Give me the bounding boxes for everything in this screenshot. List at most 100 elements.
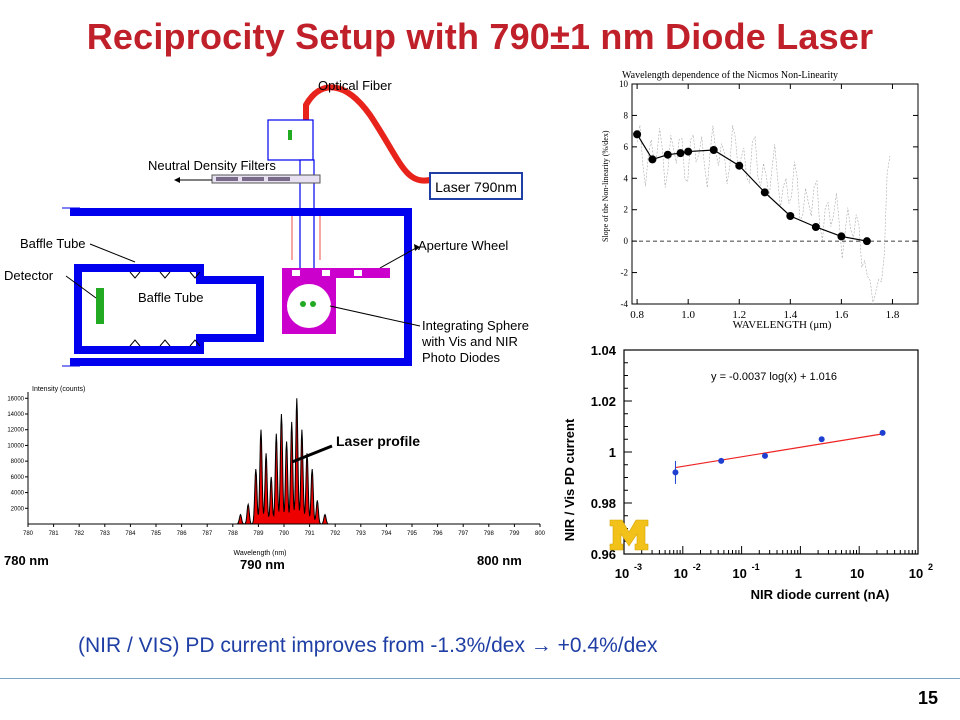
fit-line	[675, 433, 883, 469]
label-780nm: 780 nm	[4, 553, 49, 568]
spectrum-ytick-label: 8000	[11, 459, 25, 465]
reciprocity-point	[818, 436, 825, 443]
fit-equation: y = -0.0037 log(x) + 1.016	[711, 371, 837, 383]
reciprocity-xtick-label: 10	[674, 566, 688, 581]
nd-filter-bar	[211, 174, 321, 184]
nicmos-ytick-label: 8	[624, 110, 629, 120]
integrating-sphere	[287, 284, 331, 328]
spectrum-xtick-label: 787	[202, 531, 213, 537]
reciprocity-ytick-label: 1.02	[591, 394, 616, 409]
nicmos-raw-trace	[636, 125, 891, 305]
nicmos-plot-frame	[631, 83, 919, 305]
spectrum-xtick-label: 780	[23, 531, 34, 537]
nd-filters-label: Neutral Density Filters	[148, 158, 276, 173]
nicmos-ytick-label: 6	[624, 142, 629, 152]
spectrum-xtick-label: 788	[228, 531, 239, 537]
nicmos-point	[663, 150, 672, 159]
nicmos-chart: Wavelength dependence of the Nicmos Non-…	[601, 70, 919, 331]
baffle-tube-inner-label: Baffle Tube	[138, 290, 204, 305]
setup-diagram: Laser 790nm Optical Fiber Neutral Densit…	[4, 78, 529, 367]
detector-label: Detector	[4, 268, 54, 283]
nicmos-xtick-label: 1.8	[886, 309, 900, 321]
sphere-label-1: Integrating Sphere	[422, 318, 529, 333]
spectrum-xtick-label: 799	[509, 531, 520, 537]
reciprocity-xtick-exponent: 2	[928, 562, 933, 572]
reciprocity-xtick-label: 10	[732, 566, 746, 581]
spectrum-xtick-label: 790	[279, 531, 290, 537]
optical-fiber-cable	[303, 84, 431, 184]
reciprocity-xtick-exponent: -2	[693, 562, 701, 572]
nicmos-point	[676, 149, 685, 158]
spectrum-xtick-label: 797	[458, 531, 469, 537]
aperture-wheel	[282, 268, 390, 278]
reciprocity-xtick-exponent: -1	[752, 562, 760, 572]
spectrum-xlabel: Wavelength (nm)	[233, 550, 286, 557]
enclosure-outer	[70, 208, 412, 366]
spectrum-ytick-label: 6000	[11, 475, 25, 481]
nicmos-title: Wavelength dependence of the Nicmos Non-…	[622, 70, 838, 81]
nicmos-ytick-label: 10	[619, 79, 629, 89]
spectrum-xtick-label: 791	[305, 531, 316, 537]
nicmos-point	[684, 147, 693, 156]
spectrum-xtick-label: 785	[151, 531, 162, 537]
nicmos-point	[735, 161, 744, 170]
spectrum-xtick-label: 781	[49, 531, 60, 537]
spectrum-ytick-label: 10000	[7, 443, 24, 449]
nicmos-point	[760, 188, 769, 197]
spectrum-xtick-label: 782	[74, 531, 85, 537]
spectrum-xtick-label: 800	[535, 531, 546, 537]
nicmos-xlabel: WAVELENGTH (μm)	[733, 319, 832, 331]
nicmos-xtick-label: 1.2	[732, 309, 746, 321]
nicmos-xtick-label: 0.8	[630, 309, 644, 321]
sphere-label-2: with Vis and NIR	[421, 334, 518, 349]
laser-spectrum: Intensity (counts) 2000 4000 6000 8000 10000…	[7, 386, 546, 557]
laser-profile-label: Laser profile	[336, 433, 420, 449]
footer-divider	[0, 678, 960, 679]
spectrum-xtick-label: 795	[407, 531, 418, 537]
reciprocity-point	[879, 429, 886, 436]
page-number: 15	[917, 688, 938, 708]
slide-title: Reciprocity Setup with 790±1 nm Diode La…	[86, 16, 874, 57]
reciprocity-ytick-label: 0.98	[591, 496, 616, 511]
sphere-label-3: Photo Diodes	[422, 350, 501, 365]
reciprocity-xtick-label: 10	[615, 566, 629, 581]
michigan-logo	[609, 519, 649, 551]
optical-fiber-label: Optical Fiber	[318, 78, 392, 93]
spectrum-xtick-label: 792	[330, 531, 341, 537]
reciprocity-point	[672, 469, 679, 476]
spectrum-ylabel: Intensity (counts)	[32, 386, 85, 393]
nicmos-ytick-label: -4	[621, 299, 629, 309]
nicmos-ytick-label: 2	[624, 205, 629, 215]
spectrum-ytick-label: 14000	[7, 412, 24, 418]
detector	[96, 288, 104, 324]
aperture-wheel-label: Aperture Wheel	[418, 238, 508, 253]
reciprocity-xtick-label: 10	[850, 566, 864, 581]
label-790nm: 790 nm	[240, 557, 285, 572]
reciprocity-ylabel: NIR / Vis PD current	[562, 418, 577, 541]
nicmos-point	[786, 212, 795, 220]
reciprocity-xtick-label: 10	[909, 566, 923, 581]
spectrum-xtick-label: 798	[484, 531, 495, 537]
reciprocity-chart: NIR / Vis PD current NIR diode current (…	[562, 343, 933, 602]
nicmos-ytick-label: 4	[624, 173, 629, 183]
spectrum-xtick-label: 793	[356, 531, 367, 537]
slide-subtitle: (NIR / VIS) PD current improves from -1.…	[78, 634, 658, 657]
nicmos-point	[811, 223, 820, 231]
nicmos-ytick-label: 0	[624, 236, 629, 246]
nicmos-point	[837, 232, 846, 241]
reciprocity-ytick-label: 1	[609, 445, 616, 460]
nicmos-point	[709, 146, 718, 154]
spectrum-xtick-label: 783	[100, 531, 111, 537]
spectrum-ytick-label: 12000	[7, 428, 24, 434]
spectrum-ytick-label: 4000	[11, 491, 25, 497]
label-800nm: 800 nm	[477, 553, 522, 568]
spectrum-xtick-label: 784	[125, 531, 136, 537]
nicmos-ylabel: Slope of the Non-linearity (%/dex)	[601, 130, 610, 242]
spectrum-ytick-label: 2000	[11, 506, 25, 512]
nicmos-ytick-label: -2	[621, 268, 629, 278]
nicmos-point	[633, 130, 642, 139]
spectrum-xtick-label: 789	[253, 531, 264, 537]
reciprocity-xtick-exponent: -3	[634, 562, 642, 572]
nicmos-point	[648, 155, 657, 164]
reciprocity-point	[761, 452, 768, 459]
